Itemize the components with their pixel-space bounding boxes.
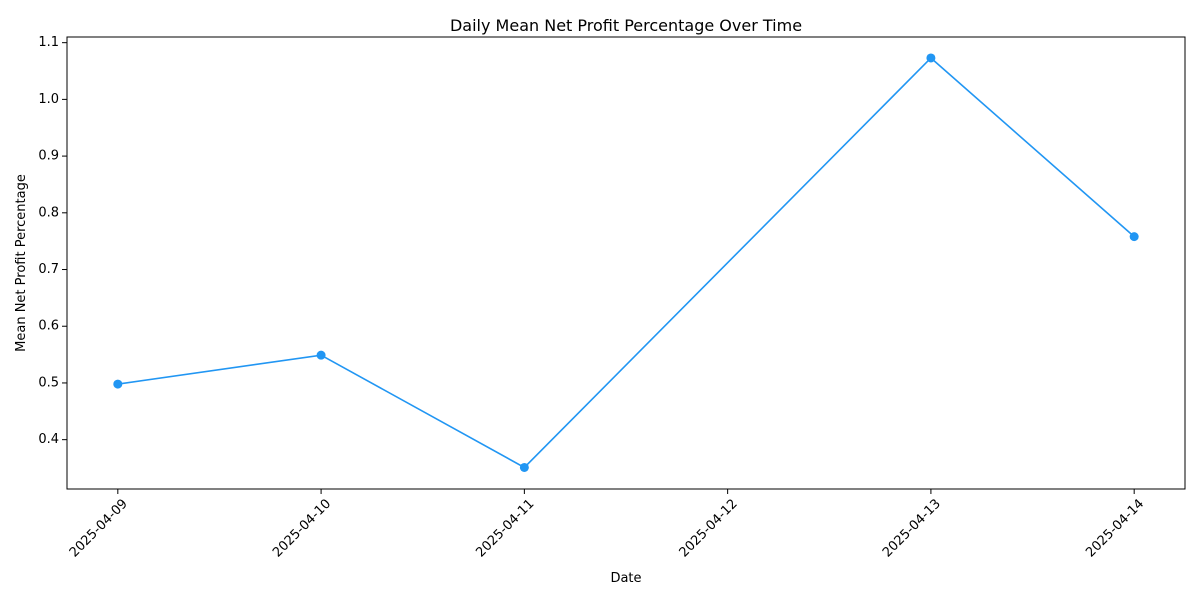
x-tick-label: 2025-04-13 bbox=[880, 496, 944, 560]
x-tick-label: 2025-04-14 bbox=[1083, 496, 1147, 560]
x-tick-label: 2025-04-12 bbox=[677, 496, 741, 560]
y-tick-label: 1.1 bbox=[38, 35, 59, 50]
y-tick-label: 0.4 bbox=[38, 432, 59, 447]
y-tick-label: 0.5 bbox=[38, 375, 59, 390]
plot-area bbox=[113, 53, 1139, 472]
y-tick-label: 0.9 bbox=[38, 149, 59, 164]
data-point bbox=[1129, 232, 1139, 242]
y-tick-label: 0.6 bbox=[38, 319, 59, 334]
data-point bbox=[519, 462, 529, 472]
series-line bbox=[117, 56, 1135, 469]
x-tick-label: 2025-04-09 bbox=[67, 496, 131, 560]
y-axis: 0.4 0.5 0.6 0.7 0.8 0.9 1.0 1.1 bbox=[38, 35, 67, 447]
y-tick-label: 1.0 bbox=[38, 92, 59, 107]
y-tick-label: 0.8 bbox=[38, 205, 59, 220]
x-tick-label: 2025-04-10 bbox=[270, 496, 334, 560]
chart-title: Daily Mean Net Profit Percentage Over Ti… bbox=[450, 16, 802, 35]
x-tick-label: 2025-04-11 bbox=[473, 496, 537, 560]
y-tick-label: 0.7 bbox=[38, 262, 59, 277]
data-point bbox=[113, 379, 123, 389]
x-axis: 2025-04-09 2025-04-10 2025-04-11 2025-04-12… bbox=[67, 489, 1147, 560]
x-axis-label: Date bbox=[610, 571, 641, 586]
data-point bbox=[316, 350, 326, 360]
axes-frame bbox=[66, 36, 1186, 490]
y-axis-label: Mean Net Profit Percentage bbox=[14, 174, 29, 352]
data-point bbox=[926, 53, 936, 63]
